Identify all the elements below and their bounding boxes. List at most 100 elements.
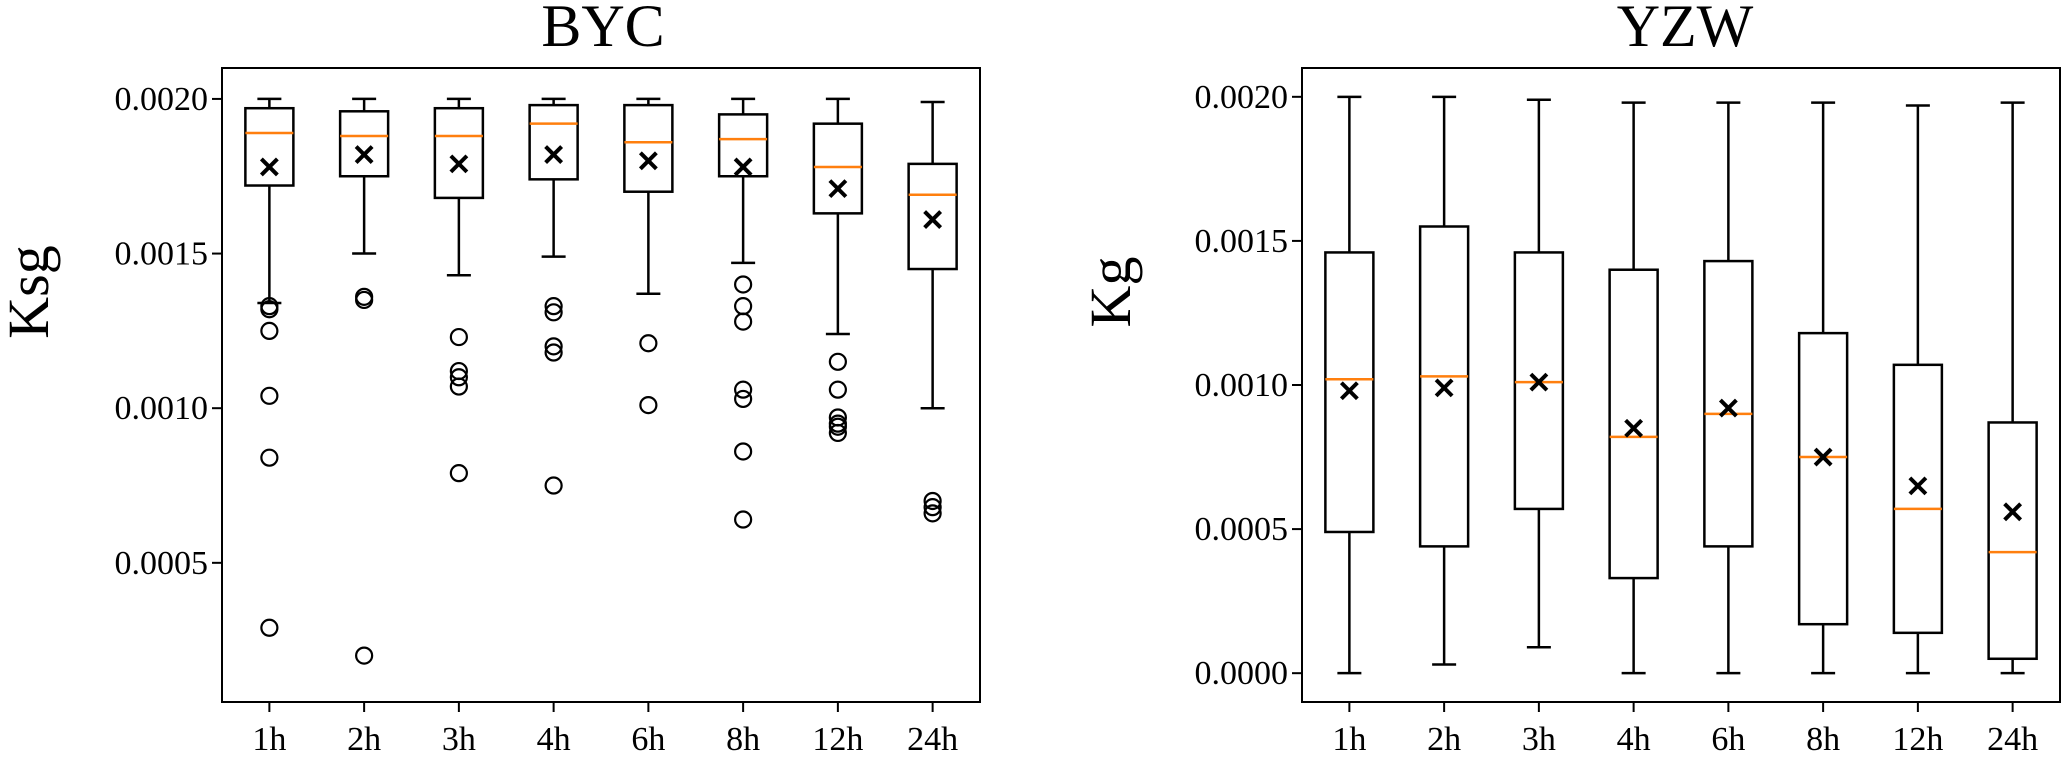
mean-marker-stroke (1434, 378, 1454, 398)
outlier-point (734, 380, 753, 399)
byc-box-1h (244, 97, 295, 637)
yzw-y-tick-label: 0.0010 (1195, 367, 1289, 404)
outlier-point (734, 312, 753, 331)
yzw-box-12h (1892, 104, 1944, 675)
yzw-x-tick-label: 3h (1522, 721, 1556, 758)
byc-box-2h (338, 97, 390, 665)
yzw-x-tick-label: 24h (1987, 721, 2038, 758)
outlier-point (734, 389, 753, 409)
byc-y-axis-label: Ksg (0, 245, 61, 338)
yzw-x-tick-label: 6h (1711, 721, 1745, 758)
yzw-box-3h (1513, 98, 1565, 649)
yzw-panel: YZW Kg 0.0000 0.0005 0.0010 0.0015 0.0020 1h 2… (1078, 0, 2061, 758)
outlier-point (544, 337, 563, 356)
mean-marker (828, 179, 848, 199)
byc-box-12h (812, 97, 864, 443)
outlier-point (734, 275, 753, 294)
mean-marker (1718, 398, 1738, 418)
yzw-y-axis-label: Kg (1078, 257, 1143, 328)
outlier-point (923, 504, 942, 523)
outlier-point (355, 290, 374, 310)
outlier-point (639, 334, 658, 353)
yzw-y-tick-label: 0.0020 (1195, 79, 1289, 116)
mean-marker-stroke (2003, 502, 2023, 522)
byc-x-tick-label: 4h (537, 721, 571, 758)
yzw-y-tick-label: 0.0015 (1195, 223, 1289, 260)
byc-box-6h (623, 97, 674, 415)
outlier-point (544, 297, 563, 316)
outlier-point (355, 646, 374, 665)
outlier-point (260, 618, 279, 637)
outlier-point (734, 297, 753, 316)
mean-marker-stroke (828, 179, 848, 199)
yzw-title: YZW (1617, 0, 1754, 59)
mean-marker-stroke (1718, 398, 1738, 418)
mean-marker-stroke (923, 210, 943, 229)
byc-y-tick-label: 0.0015 (115, 236, 209, 273)
outlier-point (923, 491, 942, 511)
byc-box-8h (717, 97, 769, 529)
mean-marker (449, 154, 469, 174)
outlier-point (449, 377, 468, 396)
byc-box-3h (433, 97, 485, 483)
outlier-point (449, 327, 468, 347)
iqr-box (1513, 251, 1565, 511)
mean-marker-stroke (354, 145, 374, 165)
outlier-point (639, 396, 658, 415)
iqr-box (907, 162, 958, 271)
mean-marker-stroke (1624, 418, 1644, 438)
iqr-box (528, 103, 579, 181)
yzw-box-6h (1703, 101, 1754, 675)
byc-x-tick-label: 6h (631, 721, 665, 758)
mean-marker-stroke (638, 151, 658, 171)
iqr-box (1418, 225, 1470, 548)
byc-x-tick-label: 3h (442, 721, 476, 758)
mean-marker-stroke (1529, 372, 1549, 392)
mean-marker (1624, 418, 1644, 438)
byc-panel: BYC Ksg 0.0005 0.0010 0.0015 0.0020 1h 2h 3h 4h… (0, 0, 981, 758)
byc-y-tick-label: 0.0020 (115, 81, 209, 118)
iqr-box (717, 113, 769, 178)
mean-marker-stroke (1339, 381, 1359, 401)
yzw-box-4h (1608, 101, 1659, 675)
outlier-point (260, 300, 279, 319)
mean-marker-stroke (1908, 476, 1928, 496)
mean-marker (1908, 476, 1928, 496)
mean-marker-stroke (449, 154, 469, 174)
outlier-point (828, 423, 847, 443)
mean-marker (923, 210, 943, 229)
outlier-point (734, 442, 753, 461)
outlier-point (828, 380, 847, 399)
mean-marker (354, 145, 374, 165)
yzw-x-tick-label: 1h (1332, 721, 1366, 758)
yzw-x-tick-label: 2h (1427, 721, 1461, 758)
outlier-point (449, 368, 468, 387)
byc-box-24h (907, 100, 958, 523)
byc-y-tick-label: 0.0010 (115, 390, 209, 427)
outlier-point (734, 510, 753, 529)
mean-marker-stroke (733, 157, 753, 177)
mean-marker (1529, 372, 1549, 392)
iqr-box (1703, 259, 1754, 548)
mean-marker (1813, 447, 1833, 467)
iqr-box (338, 110, 390, 178)
iqr-box (244, 106, 295, 187)
yzw-x-tick-label: 12h (1892, 721, 1943, 758)
byc-box-4h (528, 97, 579, 495)
mean-marker (1339, 381, 1359, 401)
outlier-point (544, 343, 563, 362)
mean-marker-stroke (544, 145, 564, 165)
yzw-plot-frame (1301, 67, 2061, 703)
outlier-point (449, 464, 468, 483)
mean-marker (2003, 502, 2023, 522)
mean-marker (733, 157, 753, 177)
byc-y-tick-label: 0.0005 (115, 545, 209, 582)
iqr-box (433, 106, 485, 200)
yzw-x-tick-label: 8h (1806, 721, 1840, 758)
byc-x-tick-label: 1h (252, 721, 286, 758)
outlier-point (544, 303, 563, 322)
iqr-box (812, 122, 864, 215)
iqr-box (1324, 251, 1375, 534)
yzw-box-1h (1324, 95, 1375, 675)
